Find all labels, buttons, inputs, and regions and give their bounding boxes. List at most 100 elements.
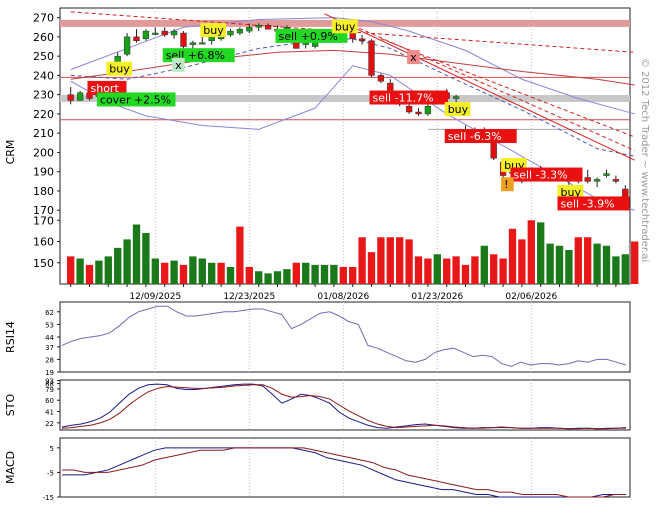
volume-bar xyxy=(320,264,329,284)
rsi14-tick-label: 37 xyxy=(45,344,54,352)
candle-body xyxy=(199,42,206,45)
volume-bar xyxy=(76,258,84,284)
volume-bar xyxy=(142,233,150,284)
volume-bar xyxy=(584,237,592,284)
candle-body xyxy=(217,36,225,40)
price-tick-label: 220 xyxy=(33,108,54,121)
rsi14-tick-label: 19 xyxy=(45,369,54,377)
signal-label-box xyxy=(501,177,514,192)
signal-label-text: sell -3.3% xyxy=(514,169,568,182)
signal-label-text: sell -6.3% xyxy=(448,130,502,143)
candle-body xyxy=(236,28,244,34)
candle-body xyxy=(255,25,262,28)
signal-label-box xyxy=(331,19,358,34)
signal-label-text: ! xyxy=(504,178,508,191)
price-tick-label: 180 xyxy=(33,185,54,198)
volume-bar xyxy=(151,258,159,284)
signal-buy: buy xyxy=(557,184,584,199)
signal-label-box xyxy=(106,61,133,76)
volume-bar xyxy=(612,256,620,284)
signal-label-text: x xyxy=(410,51,417,64)
signal-buy: buy xyxy=(200,23,227,38)
price-tick-label: 210 xyxy=(33,127,54,140)
candle-body xyxy=(227,30,234,36)
volume-bars xyxy=(67,220,639,284)
candle-body xyxy=(246,27,253,32)
signal-sell: short xyxy=(87,80,127,95)
signal-marker-green: x xyxy=(172,57,185,72)
volume-bar xyxy=(631,241,639,284)
macd-line-1 xyxy=(62,447,626,498)
candle-body xyxy=(603,173,610,176)
signal-label-text: buy xyxy=(203,24,224,37)
volume-bar xyxy=(593,243,601,284)
price-tick-label: 270 xyxy=(33,12,54,25)
sto-tick-label: 88 xyxy=(45,381,54,389)
price-tick-label: 240 xyxy=(33,69,54,82)
sto-label: STO xyxy=(4,393,17,416)
volume-bar xyxy=(67,256,75,284)
candle-body xyxy=(123,36,131,55)
signal-label-box xyxy=(87,80,127,95)
sto-tick-label: 93 xyxy=(45,378,54,386)
trendline xyxy=(380,38,635,138)
volume-bar xyxy=(302,262,310,284)
volume-bar xyxy=(339,267,347,284)
price-tick-label: 230 xyxy=(33,89,54,102)
volume-bar xyxy=(574,237,582,284)
macd-tick-label: -15 xyxy=(43,494,54,502)
volume-bar xyxy=(208,262,216,284)
volume-bar xyxy=(443,258,451,284)
signal-label-box xyxy=(369,90,449,105)
volume-bar xyxy=(367,252,376,284)
rsi14-line-0 xyxy=(61,305,627,367)
volume-bar xyxy=(461,264,470,284)
candle-body xyxy=(612,179,620,182)
sto-tick-label: 22 xyxy=(45,420,54,428)
signal-label-text: short xyxy=(91,82,120,95)
volume-bar xyxy=(114,247,122,284)
candle-body xyxy=(349,32,356,40)
volume-bar xyxy=(471,256,479,284)
signal-label-box xyxy=(510,167,583,182)
volume-bar xyxy=(499,258,507,284)
volume-bar xyxy=(377,237,385,284)
volume-bar xyxy=(424,258,432,284)
candle-body xyxy=(377,75,385,82)
signal-label-text: buy xyxy=(335,20,356,33)
signal-label-box xyxy=(200,23,227,38)
volume-bar xyxy=(189,256,197,284)
signal-sell: sell -3.9% xyxy=(557,196,630,211)
watermark: © 2012 Tech Trader ~ www.techtrader.ai xyxy=(639,58,650,262)
volume-bar xyxy=(226,267,235,284)
signal-label-text: sell -11.7% xyxy=(373,92,434,105)
signal-label-box xyxy=(444,129,517,144)
x-tick-label: 12/09/2025 xyxy=(129,292,181,302)
signal-label-text: buy xyxy=(561,186,582,199)
volume-bar xyxy=(452,256,460,284)
rsi14-label: RSI14 xyxy=(4,321,17,353)
price-tick-label: 170 xyxy=(33,204,54,217)
candle-body xyxy=(152,32,159,35)
x-tick-label: 12/23/2025 xyxy=(223,292,275,302)
volume-bar xyxy=(537,222,545,284)
candle-body xyxy=(368,40,375,76)
volume-bar xyxy=(245,267,253,284)
signal-label-box xyxy=(172,57,185,72)
signal-label-text: x xyxy=(175,59,182,72)
sto-panel-frame xyxy=(59,379,631,431)
volume-bar xyxy=(490,254,498,284)
trendline xyxy=(352,24,635,151)
volume-bar xyxy=(292,262,300,284)
signal-label-box xyxy=(96,92,176,107)
volume-bar xyxy=(602,245,611,284)
macd-panel-frame xyxy=(59,437,631,498)
candle-body xyxy=(114,55,121,63)
x-tick-label: 01/08/2026 xyxy=(317,292,369,302)
signal-sell: sell +0.9% xyxy=(275,28,348,43)
volume-bar xyxy=(104,256,112,284)
moving-average-dashed-line xyxy=(70,38,635,157)
candle-body xyxy=(415,111,422,115)
